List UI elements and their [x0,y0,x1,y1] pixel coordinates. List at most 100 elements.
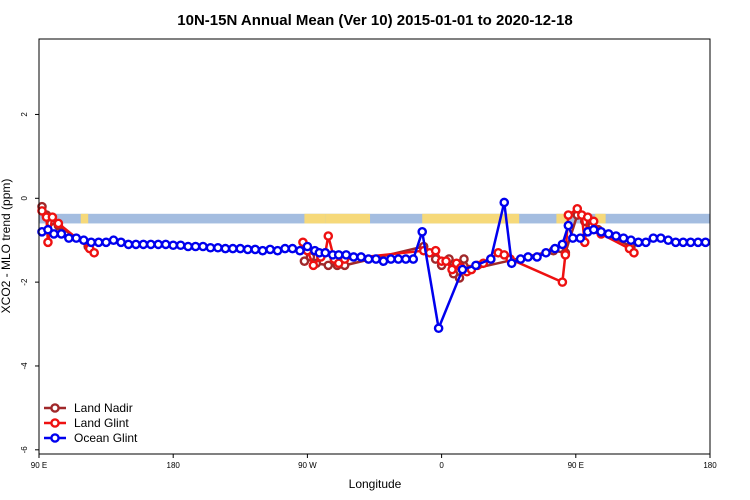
y-axis: -6 -4 -2 0 2 [20,112,39,453]
data-point [168,240,178,251]
data-point [235,243,246,254]
data-point [563,210,574,220]
data-point [523,252,533,262]
data-point [678,237,688,248]
data-point [323,260,334,271]
data-point [348,252,359,262]
data-point [138,239,149,250]
x-axis-title: Longitude [349,477,402,491]
data-point [198,241,208,252]
x-tick-label: 180 [703,461,717,470]
data-point [250,244,261,255]
data-point [441,256,451,266]
y-axis-title: XCO2 - MLO trend (ppm) [0,179,13,314]
data-point [575,233,586,243]
data-point [153,239,164,250]
data-point [64,233,74,243]
data-point [618,233,629,243]
y-tick-label: 2 [20,112,29,117]
legend-marker [50,418,60,428]
data-point [78,235,89,246]
data-point [323,231,334,241]
data-point [341,250,351,260]
land-segment [304,213,326,224]
data-point [43,224,53,235]
data-point [320,247,331,258]
data-point [43,237,53,248]
data-point [611,231,621,241]
data-point [541,247,551,258]
data-point [670,237,681,248]
data-point [93,237,104,248]
data-point [47,212,58,222]
data-point [378,256,389,266]
data-point [287,243,298,254]
legend-marker [50,433,60,443]
data-point [242,244,253,255]
data-point [220,243,231,254]
land-segment [325,213,371,224]
data-point [280,243,290,254]
data-point [160,239,171,250]
series-line-segment [420,231,440,329]
data-point [430,245,441,256]
data-point [557,277,568,287]
data-point [515,254,526,264]
data-point [71,233,82,243]
data-point [572,203,583,214]
series-line-segment [489,202,506,260]
x-tick-label: 90 E [568,461,584,470]
series-line-segment [502,202,513,264]
data-point [299,256,310,266]
data-point [371,254,381,264]
data-point [265,244,275,255]
land-ocean-band [39,213,710,224]
data-point [596,227,606,237]
data-point [56,229,67,239]
data-point [401,254,411,264]
data-point [295,245,305,256]
data-point [499,250,510,260]
data-point [655,233,666,243]
data-point [447,264,457,275]
data-point [471,260,481,271]
data-point [356,252,366,262]
chart-title: 10N-15N Annual Mean (Ver 10) 2015-01-01 … [177,12,572,29]
x-tick-label: 90 E [31,461,47,470]
data-point [603,229,614,239]
data-point [663,235,674,246]
data-point [146,239,156,250]
data-point [213,242,223,253]
data-point [550,243,560,254]
land-segment [80,213,89,224]
series-layer [37,197,711,334]
data-point [49,229,59,239]
y-tick-label: 0 [20,196,29,201]
legend-label: Land Glint [74,416,129,430]
data-point [108,235,119,246]
data-point [131,239,141,250]
data-point [116,237,126,248]
data-point [588,216,599,227]
data-point [89,247,99,258]
data-point [557,239,568,250]
data-point [363,254,374,264]
data-point [257,245,268,256]
data-point [626,235,636,246]
data-point [386,254,396,264]
data-point [183,241,193,252]
data-point [568,233,578,243]
data-point [86,237,96,248]
data-point [123,239,134,250]
y-tick-label: -4 [20,362,29,370]
data-point [175,240,186,251]
data-point [563,220,574,231]
y-tick-label: -2 [20,278,29,286]
land-segment [422,213,520,224]
land-segment [595,213,606,224]
series-line-segment [437,269,464,329]
data-point [629,247,639,258]
data-point [205,242,216,253]
data-point [393,254,404,264]
